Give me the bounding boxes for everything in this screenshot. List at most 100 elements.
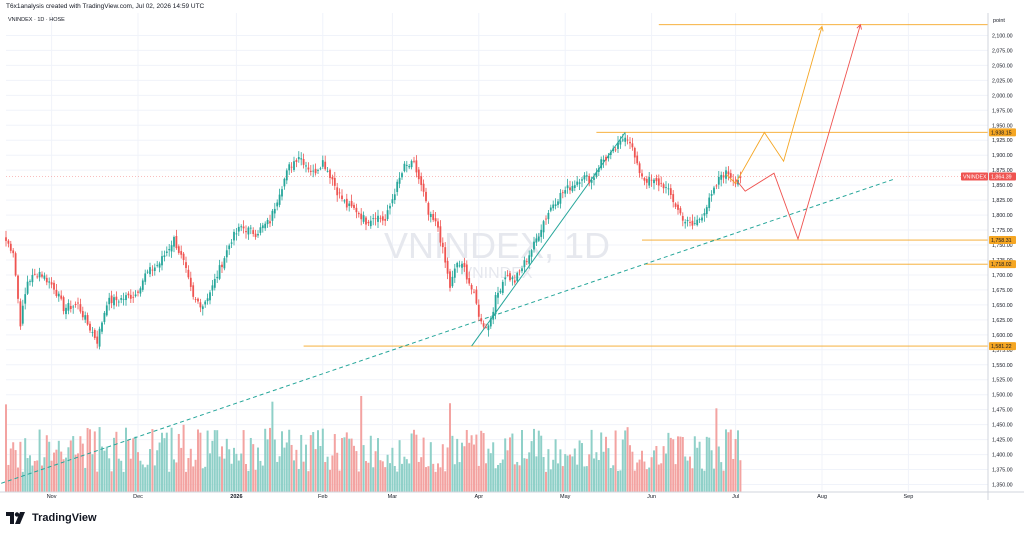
candle-down <box>307 167 310 170</box>
volume-bar <box>708 437 711 492</box>
candle-up <box>209 292 211 301</box>
volume-bar <box>353 445 355 492</box>
candle-up <box>72 306 75 308</box>
candle-down <box>175 236 178 249</box>
candle-down <box>9 243 12 251</box>
volume-bar <box>43 457 46 492</box>
candle-up <box>105 305 108 316</box>
candle-down <box>137 291 139 293</box>
volume-bar <box>127 440 130 492</box>
volume-bar <box>115 431 118 492</box>
candle-up <box>348 203 351 206</box>
volume-bar <box>540 435 543 492</box>
volume-bar <box>537 430 540 492</box>
candle-up <box>235 233 238 235</box>
candle-up <box>523 260 526 268</box>
candle-up <box>276 202 279 207</box>
candle-up <box>57 293 60 297</box>
volume-bar <box>600 432 603 492</box>
candle-down <box>290 166 293 168</box>
candle-up <box>720 174 723 180</box>
volume-bar <box>614 430 617 492</box>
volume-bar <box>362 445 365 492</box>
candle-down <box>331 176 334 180</box>
volume-bar <box>79 436 82 492</box>
candle-up <box>566 185 569 189</box>
volume-bar <box>401 463 403 492</box>
candle-up <box>249 227 252 229</box>
volume-bar <box>326 456 329 492</box>
price-tick-label: 1,875.00 <box>992 168 1013 174</box>
tradingview-logo[interactable]: TradingView <box>6 512 97 524</box>
candle-down <box>633 148 636 158</box>
projection-paths <box>725 23 862 241</box>
candle-up <box>451 276 454 287</box>
volume-bar <box>177 433 180 492</box>
volume-bar <box>545 471 547 492</box>
candle-up <box>698 219 701 220</box>
candle-up <box>21 305 24 324</box>
price-label-box <box>989 236 1016 245</box>
candle-up <box>537 236 540 241</box>
volume-bar <box>569 454 571 492</box>
candle-down <box>482 323 485 327</box>
price-label: 1,718.02 <box>991 262 1012 268</box>
candle-down <box>636 155 639 164</box>
volume-bar <box>170 427 173 492</box>
candle-up <box>571 185 574 192</box>
candle-up <box>609 151 612 156</box>
volume-bar <box>223 458 226 492</box>
volume-bar <box>715 408 718 492</box>
candle-up <box>585 175 588 177</box>
price-tick-label: 1,700.00 <box>992 273 1013 279</box>
x-tick-label: Aug <box>817 494 827 500</box>
candle-up <box>607 155 610 159</box>
volume-bar <box>641 450 643 492</box>
candle-up <box>288 164 291 171</box>
volume-bar <box>175 462 178 492</box>
volume-bar <box>624 430 627 492</box>
candle-down <box>677 204 679 210</box>
candle-down <box>302 158 305 165</box>
volume-bar <box>14 450 17 492</box>
trend-line-dashed <box>1 178 895 484</box>
volume-bar <box>669 437 672 492</box>
candle-up <box>283 178 286 187</box>
candle-down <box>655 177 658 182</box>
volume-bar <box>693 436 696 492</box>
candle-down <box>12 250 15 254</box>
volume-bar <box>17 467 19 492</box>
candle-up <box>461 263 463 268</box>
candle-up <box>153 267 156 272</box>
volume-bar <box>588 454 591 492</box>
candle-down <box>314 168 317 174</box>
volume-bar <box>307 471 310 492</box>
volume-bar <box>557 463 559 492</box>
price-tick-label: 1,575.00 <box>992 348 1013 354</box>
candle-up <box>158 263 161 268</box>
candle-down <box>69 305 72 309</box>
candle-up <box>494 295 497 315</box>
volume-bar <box>113 437 115 492</box>
volume-bar <box>12 442 15 492</box>
volume-bar <box>314 449 317 492</box>
volume-bar <box>576 464 579 492</box>
candle-down <box>36 276 39 278</box>
volume-bar <box>501 459 504 492</box>
candle-up <box>497 292 499 298</box>
candle-up <box>521 268 523 272</box>
candle-up <box>134 294 137 297</box>
price-label-box <box>961 172 988 181</box>
candle-down <box>691 220 694 226</box>
candle-up <box>281 189 283 197</box>
candle-up <box>293 161 295 170</box>
volume-bar <box>463 446 466 492</box>
volume-bar <box>653 450 655 492</box>
volume-bar <box>626 427 629 492</box>
candle-down <box>525 261 528 262</box>
volume-bar <box>461 442 463 492</box>
price-tick-label: 1,675.00 <box>992 288 1013 294</box>
projection-red <box>735 24 861 241</box>
candle-up <box>31 274 34 283</box>
